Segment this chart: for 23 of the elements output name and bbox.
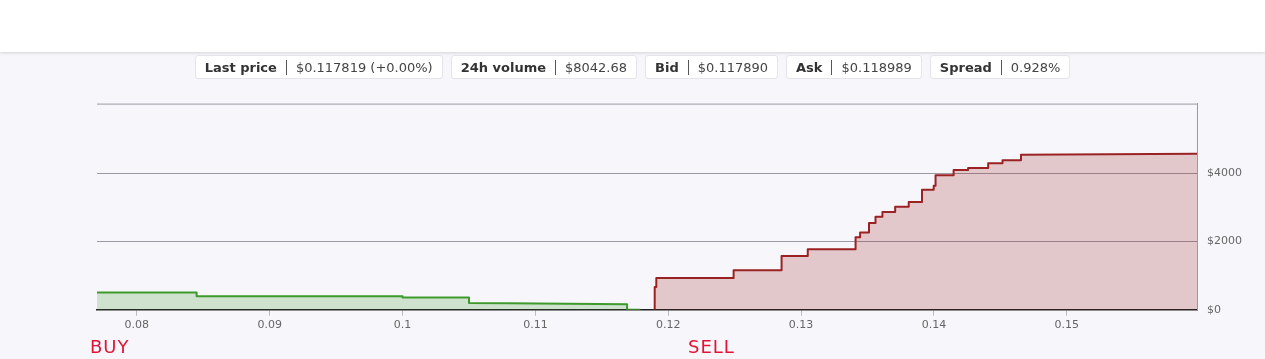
x-tick-label: 0.09 <box>257 318 282 332</box>
x-tick-label: 0.14 <box>921 318 947 332</box>
text: Spread <box>930 59 1002 75</box>
x-tick-label: 0.13 <box>788 318 814 332</box>
text: $0.117890 <box>696 59 770 75</box>
text: 0.928% <box>1009 59 1062 75</box>
text: $0.117819 (+0.00%) <box>294 59 434 75</box>
text: BUY <box>90 336 130 357</box>
x-tick-label: 0.15 <box>1054 318 1080 332</box>
text: SELL <box>688 336 735 357</box>
text: $0.118989 <box>840 59 913 75</box>
x-tick-label: 0.08 <box>124 318 150 332</box>
x-tick-label: 0.12 <box>656 318 681 332</box>
y-tick-label: $0 <box>1207 302 1222 316</box>
x-tick-label: 0.11 <box>523 318 548 332</box>
x-tick-label: 0.1 <box>393 318 412 332</box>
text: Last price <box>195 59 287 75</box>
text: Ask <box>787 59 833 75</box>
text: 24h volume <box>451 59 557 75</box>
y-tick-label: $2000 <box>1207 234 1243 248</box>
y-tick-label: $4000 <box>1207 166 1243 180</box>
text: Bid <box>646 59 689 75</box>
text: $8042.68 <box>564 59 629 75</box>
